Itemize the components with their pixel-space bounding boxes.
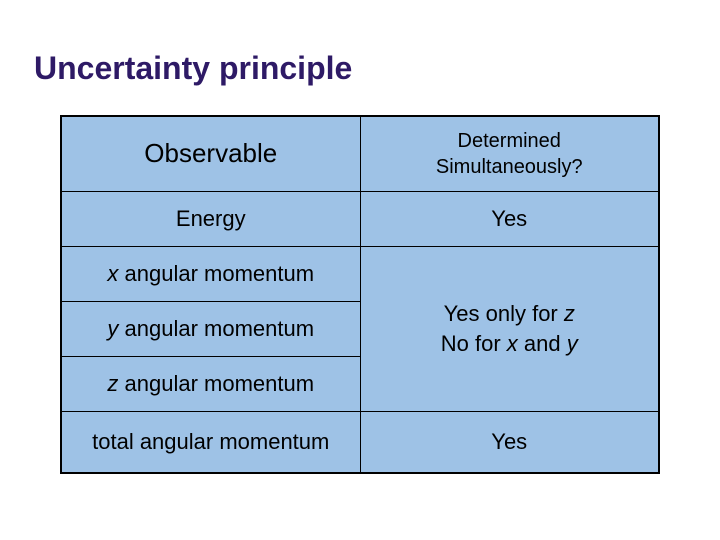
var-x: x [107,261,118,286]
var-x2: x [507,331,518,356]
var-z: z [564,301,575,326]
var-z2: z [107,371,118,396]
cell-z-momentum-label: z angular momentum [61,356,360,411]
var-y2: y [567,331,578,356]
cell-x-momentum-label: x angular momentum [61,246,360,301]
cell-energy-value: Yes [360,191,659,246]
header-determined: Determined Simultaneously? [360,116,659,191]
cell-total-label: total angular momentum [61,411,360,473]
cell-y-momentum-label: y angular momentum [61,301,360,356]
table-row: Energy Yes [61,191,659,246]
table-row: total angular momentum Yes [61,411,659,473]
cell-merged-value: Yes only for z No for x and y [360,246,659,411]
merged-line1-prefix: Yes only for [444,301,564,326]
merged-line2-prefix: No for [441,331,507,356]
var-y: y [107,316,118,341]
label-text: angular momentum [118,371,314,396]
page-title: Uncertainty principle [34,50,690,87]
header-line1: Determined [458,130,561,152]
cell-total-value: Yes [360,411,659,473]
cell-energy-label: Energy [61,191,360,246]
label-text: angular momentum [118,316,314,341]
header-observable: Observable [61,116,360,191]
uncertainty-table: Observable Determined Simultaneously? En… [60,115,660,474]
merged-line2-mid: and [518,331,567,356]
table-header-row: Observable Determined Simultaneously? [61,116,659,191]
table-row: x angular momentum Yes only for z No for… [61,246,659,301]
header-line2: Simultaneously? [436,156,583,178]
label-text: angular momentum [118,261,314,286]
